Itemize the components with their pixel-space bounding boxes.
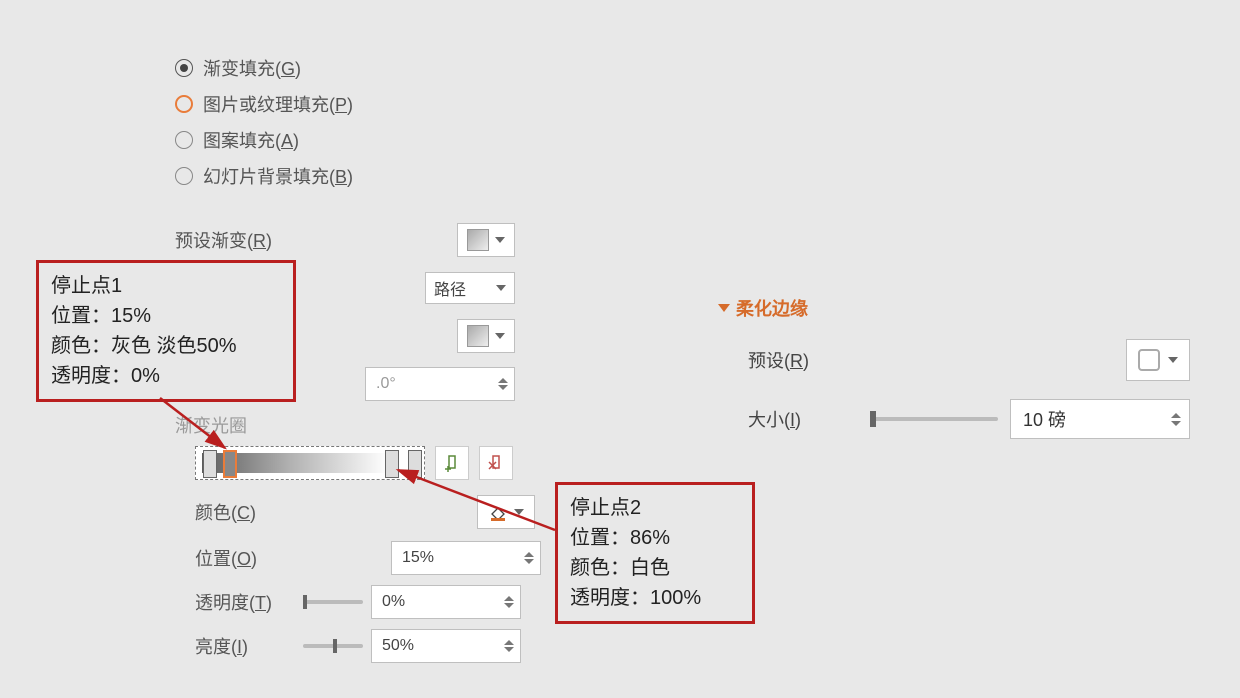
callout-stop2: 停止点2 位置：86% 颜色：白色 透明度：100% [555,482,755,624]
swatch-icon [467,325,489,347]
angle-value: .0° [376,375,396,393]
radio-icon [175,95,193,113]
transparency-label: 透明度(T) [195,589,295,615]
chevron-down-icon [495,237,505,243]
gradient-stop-marker[interactable] [385,450,399,478]
spinner-arrows[interactable] [1171,413,1181,426]
radio-label: 图案填充(A) [203,127,299,153]
color-label: 颜色(C) [195,499,365,525]
brightness-value: 50% [382,637,414,655]
preset-gradient-label: 预设渐变(R) [175,227,345,253]
brightness-spinner[interactable]: 50% [371,629,521,663]
remove-stop-icon [487,454,505,472]
chevron-down-icon [1168,357,1178,363]
chevron-down-icon [496,285,506,291]
row-position: 位置(O) 15% [195,536,545,580]
radio-pattern-fill[interactable]: 图案填充(A) [175,122,545,158]
soft-edges-panel: 柔化边缘 预设(R) 大小(I) 10 磅 [720,295,1190,439]
callout-stop1: 停止点1 位置：15% 颜色：灰色 淡色50% 透明度：0% [36,260,296,402]
gradient-stop-marker-active[interactable] [223,450,237,478]
soft-edges-header[interactable]: 柔化边缘 [720,295,1190,321]
gradient-stop-marker[interactable] [408,450,422,478]
gradient-stops-label: 渐变光圈 [175,412,345,438]
spinner-arrows[interactable] [504,640,514,652]
arrow-up-icon [1171,413,1181,418]
row-soft-size: 大小(I) 10 磅 [748,399,1190,439]
radio-label: 幻灯片背景填充(B) [203,163,353,189]
radio-icon [175,131,193,149]
slider-thumb[interactable] [303,595,307,609]
brightness-slider[interactable] [303,644,363,648]
chevron-down-icon [514,509,524,515]
position-value: 15% [402,549,434,567]
arrow-down-icon [498,385,508,390]
direction-dropdown[interactable] [457,319,515,353]
callout-line: 颜色：白色 [570,553,740,583]
soft-size-label: 大小(I) [748,406,858,432]
type-value: 路径 [434,276,466,300]
soft-size-value: 10 磅 [1023,406,1066,432]
arrow-up-icon [498,378,508,383]
soft-edges-title: 柔化边缘 [736,295,808,321]
arrow-down-icon [504,603,514,608]
radio-icon [175,59,193,77]
callout-title: 停止点1 [51,271,281,301]
spinner-arrows[interactable] [504,596,514,608]
arrow-up-icon [504,640,514,645]
radio-label: 渐变填充(G) [203,55,301,81]
radio-slide-bg-fill[interactable]: 幻灯片背景填充(B) [175,158,545,194]
gradient-stops-bar[interactable] [195,446,425,480]
arrow-up-icon [504,596,514,601]
callout-line: 透明度：100% [570,583,740,613]
position-spinner[interactable]: 15% [391,541,541,575]
gradient-stops-editor [195,446,545,480]
preset-swatch-icon [1138,349,1160,371]
preset-gradient-dropdown[interactable] [457,223,515,257]
add-gradient-stop-button[interactable] [435,446,469,480]
paint-bucket-icon [488,502,508,522]
radio-gradient-fill[interactable]: 渐变填充(G) [175,50,545,86]
row-soft-preset: 预设(R) [748,339,1190,381]
position-label: 位置(O) [195,545,315,571]
swatch-icon [467,229,489,251]
row-stops-label: 渐变光圈 [175,408,545,442]
gradient-stop-marker[interactable] [203,450,217,478]
transparency-slider[interactable] [303,600,363,604]
transparency-value: 0% [382,593,405,611]
row-preset-gradient: 预设渐变(R) [175,216,545,264]
radio-icon [175,167,193,185]
callout-line: 位置：15% [51,301,281,331]
arrow-down-icon [1171,421,1181,426]
brightness-label: 亮度(I) [195,633,295,659]
soft-size-slider[interactable] [870,417,998,421]
slider-thumb[interactable] [870,411,876,427]
type-dropdown[interactable]: 路径 [425,272,515,304]
soft-size-spinner[interactable]: 10 磅 [1010,399,1190,439]
color-picker-button[interactable] [477,495,535,529]
spinner-arrows[interactable] [524,552,534,564]
soft-preset-dropdown[interactable] [1126,339,1190,381]
callout-line: 透明度：0% [51,361,281,391]
radio-picture-texture-fill[interactable]: 图片或纹理填充(P) [175,86,545,122]
callout-line: 颜色：灰色 淡色50% [51,331,281,361]
row-transparency: 透明度(T) 0% [195,580,545,624]
angle-spinner[interactable]: .0° [365,367,515,401]
spinner-arrows[interactable] [498,378,508,390]
radio-label: 图片或纹理填充(P) [203,91,353,117]
slider-thumb[interactable] [333,639,337,653]
transparency-spinner[interactable]: 0% [371,585,521,619]
callout-line: 位置：86% [570,523,740,553]
arrow-down-icon [504,647,514,652]
row-color: 颜色(C) [195,488,545,536]
callout-title: 停止点2 [570,493,740,523]
expand-triangle-icon [718,304,730,312]
row-brightness: 亮度(I) 50% [195,624,545,668]
arrow-up-icon [524,552,534,557]
add-stop-icon [443,454,461,472]
soft-preset-label: 预设(R) [748,347,858,373]
arrow-down-icon [524,559,534,564]
remove-gradient-stop-button[interactable] [479,446,513,480]
chevron-down-icon [495,333,505,339]
